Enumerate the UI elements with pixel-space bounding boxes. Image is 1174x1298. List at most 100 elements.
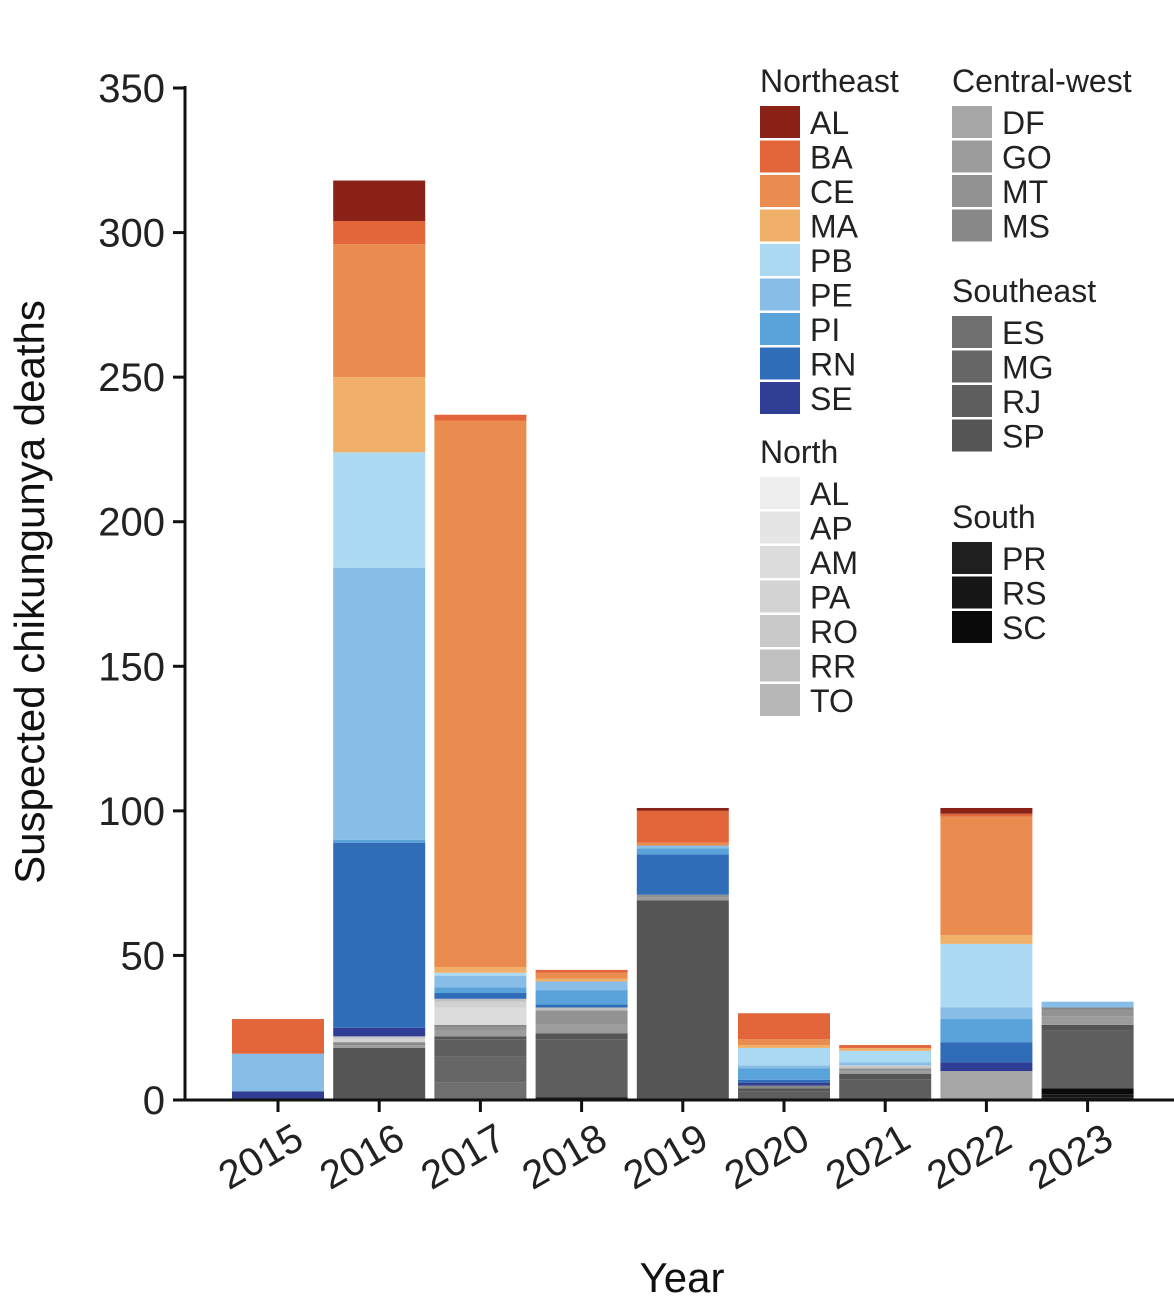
legend-label-al: AL [810,476,849,512]
x-tick-label: 2021 [819,1116,918,1199]
legend-swatch-pa [760,580,800,613]
bar-segment-southeast-rj-2020 [738,1091,830,1100]
bars [232,180,1134,1100]
bar-segment-northeast-se-2022 [940,1062,1033,1072]
legend: NortheastALBACEMAPBPEPIRNSENorthALAPAMPA… [760,63,1132,719]
legend-swatch-pi [760,313,800,345]
bar-segment-northeast-ma-2020 [738,1045,830,1048]
bar-segment-southeast-rj-2023 [1041,1030,1134,1089]
legend-label-sc: SC [1002,610,1046,646]
bar-segment-northeast-rn-2019 [636,854,729,895]
legend-label-rr: RR [810,649,856,685]
legend-group-title: Northeast [760,63,899,99]
bar-segment-northeast-ma-2022 [940,935,1033,944]
bar-segment-central-west-mt-2018 [535,1010,628,1025]
x-tick-label: 2019 [616,1116,715,1199]
bar-segment-central-west-ms-2016 [333,1042,426,1046]
bar-segment-northeast-rn-2017 [434,993,527,999]
bar-segment-northeast-pb-2020 [738,1047,830,1066]
legend-swatch-pe [760,278,800,311]
x-tick-label: 2023 [1021,1116,1120,1199]
bar-segment-northeast-ba-2018 [535,969,628,973]
bar-segment-northeast-ba-2019 [636,810,729,843]
x-tick-label: 2015 [211,1116,310,1199]
bar-segment-northeast-ba-2022 [940,813,1033,817]
bar-segment-northeast-pi-2016 [333,839,426,843]
legend-swatch-mt [952,175,992,207]
bar-segment-northeast-pe-2016 [333,567,426,840]
y-tick-label: 300 [98,212,165,256]
legend-label-pb: PB [810,243,853,279]
bar-segment-southeast-rj-2018 [535,1039,628,1098]
bar-segment-central-west-df-2022 [940,1071,1033,1100]
bar-segment-central-west-go-2023 [1041,1016,1134,1025]
bar-segment-northeast-ce-2020 [738,1039,830,1046]
legend-label-go: GO [1002,140,1052,176]
y-tick-label: 0 [143,1079,165,1123]
legend-label-sp: SP [1002,419,1045,455]
legend-label-ma: MA [810,209,859,245]
bar-segment-north-ro-2016 [333,1036,426,1040]
y-tick-label: 100 [98,790,165,834]
bar-segment-northeast-ce-2017 [434,420,527,967]
legend-label-mg: MG [1002,350,1054,386]
bar-segment-southeast-es-2017 [434,1082,527,1100]
bar-segment-northeast-ce-2022 [940,816,1033,936]
bar-segment-southeast-sp-2021 [839,1073,932,1080]
bar-segment-northeast-ce-2018 [535,972,628,979]
x-tick-label: 2017 [414,1116,513,1199]
bar-segment-northeast-al-2016 [333,180,426,222]
bar-segment-northeast-ce-2016 [333,244,426,378]
bar-segment-northeast-ma-2016 [333,377,426,453]
bar-segment-northeast-ce-2019 [636,842,729,846]
legend-swatch-ro [760,615,800,647]
bar-segment-north-rr-2018 [535,1007,628,1011]
legend-group-title: Southeast [952,273,1096,309]
legend-label-pr: PR [1002,541,1046,577]
bar-segment-southeast-rj-2017 [434,1039,527,1057]
bar-segment-north-rr-2017 [434,998,527,1002]
bar-segment-northeast-ba-2016 [333,221,426,245]
bar-segment-central-west-ms-2017 [434,1024,527,1028]
bar-segment-northeast-pe-2021 [839,1062,932,1066]
bar-stack-2020 [738,1013,830,1100]
bar-segment-northeast-pb-2021 [839,1050,932,1063]
bar-segment-northeast-rn-2022 [940,1042,1033,1063]
legend-label-to: TO [810,683,854,719]
x-tick-label: 2020 [717,1116,816,1199]
legend-swatch-to [760,684,800,716]
legend-label-es: ES [1002,315,1045,351]
legend-swatch-al [760,106,800,138]
bar-segment-north-am-2017 [434,1007,527,1025]
bar-segment-northeast-ma-2017 [434,966,527,973]
bar-segment-northeast-pe-2020 [738,1065,830,1069]
bar-segment-northeast-pe-2018 [535,981,628,991]
bar-segment-southeast-rj-2021 [839,1079,932,1100]
bar-segment-northeast-ba-2017 [434,414,527,421]
legend-swatch-pr [952,542,992,574]
y-tick-label: 200 [98,501,165,545]
bar-segment-south-rs-2023 [1041,1094,1134,1098]
bar-segment-southeast-mg-2017 [434,1056,527,1083]
bar-segment-northeast-al-2019 [636,807,729,811]
legend-group-title: North [760,434,838,470]
bar-segment-northeast-pi-2020 [738,1068,830,1080]
x-tick-label: 2016 [313,1116,412,1199]
legend-swatch-al [760,477,800,509]
bar-segment-northeast-pb-2017 [434,972,527,976]
legend-group-title: South [952,499,1036,535]
y-tick-label: 250 [98,356,165,400]
legend-swatch-go [952,140,992,173]
legend-swatch-mg [952,350,992,383]
y-tick-label: 50 [121,934,166,978]
legend-swatch-rn [760,347,800,380]
bar-stack-2016 [333,180,426,1100]
bar-segment-northeast-pe-2019 [636,845,729,849]
bar-segment-south-sc-2023 [1041,1088,1134,1095]
bar-segment-central-west-mt-2019 [636,894,729,898]
bar-segment-north-pa-2016 [333,1039,426,1043]
